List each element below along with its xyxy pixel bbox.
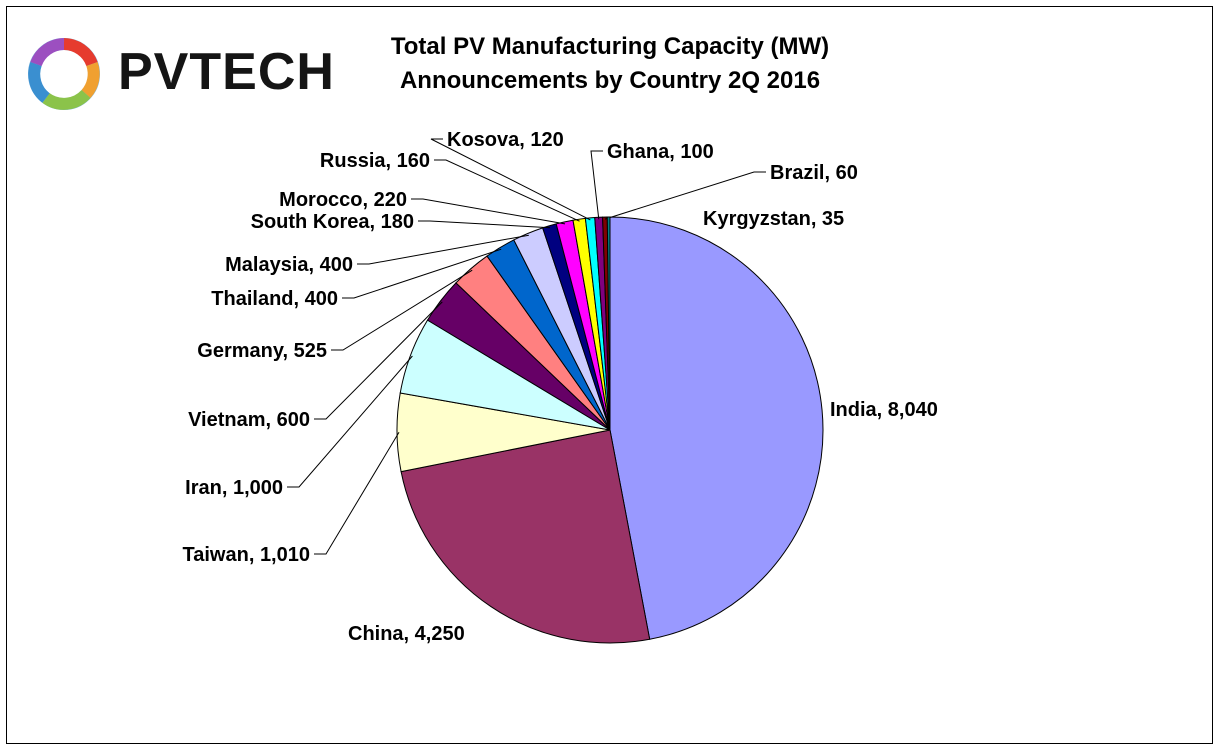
data-label-malaysia: Malaysia, 400 (225, 254, 353, 276)
data-label-brazil: Brazil, 60 (770, 162, 858, 184)
leader-line-thailand (342, 248, 502, 299)
data-label-taiwan: Taiwan, 1,010 (183, 544, 310, 566)
chart-subtitle: Announcements by Country 2Q 2016 (399, 67, 821, 94)
pie-slice-china (400, 429, 651, 644)
pvtech-logo-text: PVTECH (118, 43, 335, 101)
data-label-kyrgyzstan: Kyrgyzstan, 35 (703, 208, 844, 230)
data-label-thailand: Thailand, 400 (211, 288, 338, 310)
leader-line-morocco (411, 198, 566, 225)
data-label-china: China, 4,250 (348, 623, 465, 645)
leader-line-taiwan (314, 432, 400, 555)
data-label-iran: Iran, 1,000 (185, 477, 283, 499)
pvtech-logo: PVTECH (26, 28, 334, 118)
leader-line-south-korea (418, 220, 551, 229)
leader-line-russia (434, 159, 580, 222)
pie-slice-kyrgyzstan (606, 216, 611, 431)
data-label-ghana: Ghana, 100 (607, 141, 714, 163)
chart-title: Total PV Manufacturing Capacity (MW) (390, 33, 830, 60)
data-label-south-korea: South Korea, 180 (251, 211, 414, 233)
data-label-vietnam: Vietnam, 600 (188, 409, 310, 431)
leader-line-ghana (590, 150, 603, 220)
data-label-kosova: Kosova, 120 (447, 129, 564, 151)
leader-line-iran (287, 355, 413, 488)
leader-line-kosova (430, 138, 591, 221)
leader-line-vietnam (314, 301, 443, 420)
pvtech-logo-icon (28, 38, 100, 110)
pie-slice-india (609, 216, 824, 640)
chart-title-block: Total PV Manufacturing Capacity (MW) Ann… (320, 30, 900, 98)
data-label-russia: Russia, 160 (320, 150, 430, 172)
leader-line-malaysia (357, 234, 529, 265)
data-label-morocco: Morocco, 220 (279, 189, 407, 211)
leader-line-germany (331, 269, 473, 351)
leader-line-brazil (604, 171, 766, 220)
data-label-germany: Germany, 525 (197, 340, 327, 362)
data-label-india: India, 8,040 (830, 399, 938, 421)
